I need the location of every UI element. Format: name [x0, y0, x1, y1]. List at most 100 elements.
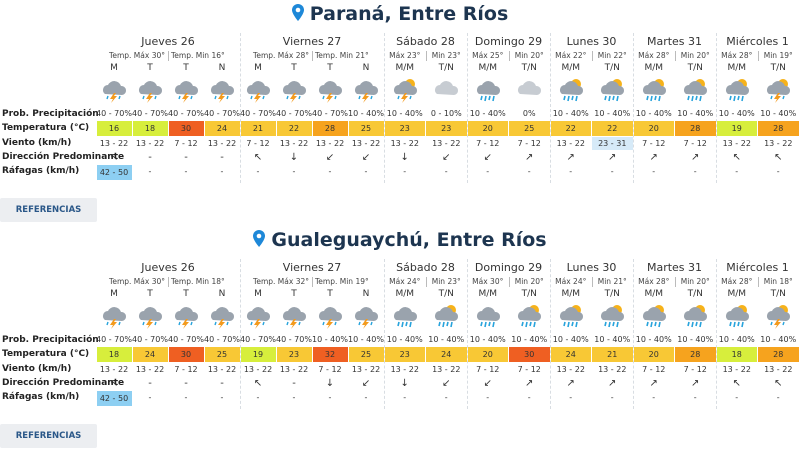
precipitation: 10 - 40% [677, 335, 714, 344]
wind: 13 - 22 [556, 139, 585, 148]
wind: 13 - 22 [722, 139, 751, 148]
temp-max: Máx 28° [721, 51, 753, 60]
period: M/M [478, 63, 498, 73]
wind: 7 - 12 [683, 139, 707, 148]
gusts: - [292, 167, 296, 176]
precipitation: 40 - 70% [204, 335, 240, 344]
temp-max: Máx 28° [638, 277, 670, 286]
sub-separator [425, 51, 427, 61]
weather-icon [103, 307, 127, 329]
wind-direction: ↗ [649, 378, 658, 389]
day-name: Miércoles 1 [726, 35, 789, 48]
location-title: Gualeguaychú, Entre Ríos [0, 229, 800, 251]
gusts: - [776, 393, 780, 402]
location-name: Gualeguaychú, Entre Ríos [271, 229, 547, 251]
icon-cell [384, 303, 426, 330]
precipitation: 10 - 40% [594, 335, 631, 344]
temperature: 32 [312, 347, 348, 362]
weather-icon [393, 79, 417, 103]
wind-direction: ↙ [361, 378, 371, 389]
icon-cell [276, 303, 312, 330]
icon-cell [716, 303, 758, 330]
sub-separator [674, 51, 676, 61]
row-label: Dirección Predominante [2, 378, 125, 388]
icon-cell [509, 77, 551, 104]
gusts: - [735, 167, 739, 176]
gusts: - [444, 167, 448, 176]
wind-direction: ↗ [608, 378, 617, 389]
day-name: Lunes 30 [566, 35, 617, 48]
wind-direction: ↗ [691, 152, 700, 163]
gusts: - [148, 167, 152, 176]
day-separator [467, 259, 468, 409]
weather-icon [283, 307, 307, 329]
sub-separator [591, 277, 593, 287]
references-button[interactable]: REFERENCIAS [0, 424, 97, 448]
icon-cell [758, 77, 800, 104]
wind: 13 - 22 [279, 139, 309, 148]
day-name: Martes 31 [646, 261, 703, 274]
gusts: - [328, 167, 332, 176]
period: T/N [770, 289, 786, 299]
temp-max: Máx 24° [389, 277, 421, 286]
gusts: - [184, 393, 188, 402]
weather-icon [767, 305, 791, 329]
period: M [254, 63, 262, 73]
wind-direction: - [220, 378, 224, 389]
wind-direction: ↙ [442, 378, 451, 389]
wind: 7 - 12 [476, 139, 500, 148]
sub-separator [757, 51, 759, 61]
period: T/N [438, 289, 454, 299]
sub-separator [312, 51, 313, 61]
period: T [183, 63, 189, 73]
wind-direction: ↓ [289, 152, 299, 163]
gusts: - [364, 393, 368, 402]
period: T/N [521, 63, 537, 73]
icon-cell [204, 77, 240, 104]
precipitation: 10 - 40% [386, 335, 423, 344]
precipitation: 40 - 70% [132, 335, 168, 344]
references-button[interactable]: REFERENCIAS [0, 198, 97, 222]
icon-cell [96, 77, 132, 104]
period: T [147, 289, 153, 299]
gusts: - [610, 393, 614, 402]
gusts: - [444, 393, 448, 402]
temperature: 24 [132, 347, 168, 362]
period: M/M [727, 63, 747, 73]
day-separator [716, 33, 717, 183]
gusts: - [652, 393, 656, 402]
sub-separator [591, 51, 593, 61]
period: M [254, 289, 262, 299]
precipitation: 10 - 40% [718, 335, 755, 344]
wind-direction: ↖ [732, 378, 741, 389]
sub-separator [508, 51, 510, 61]
icon-cell [312, 77, 348, 104]
wind: 13 - 22 [279, 365, 309, 374]
gusts: - [292, 393, 296, 402]
wind: 7 - 12 [517, 365, 541, 374]
temp-min: Min 20° [514, 51, 544, 60]
row-label: Ráfagas (km/h) [2, 392, 80, 402]
wind: 13 - 22 [556, 365, 585, 374]
weather-icon [211, 307, 235, 329]
period: N [362, 63, 370, 73]
temp-min: Min 19° [763, 51, 793, 60]
day-name: Viernes 27 [282, 35, 342, 48]
precipitation: 10 - 40% [635, 109, 672, 118]
weather-icon [725, 305, 749, 328]
gusts: 42 - 50 [96, 391, 132, 406]
gusts: - [403, 393, 407, 402]
location-name: Paraná, Entre Ríos [309, 3, 509, 25]
gusts: - [403, 167, 407, 176]
period: T/N [687, 63, 703, 73]
gusts: - [220, 167, 224, 176]
weather-icon [283, 81, 307, 103]
weather-icon [139, 81, 163, 103]
icon-cell [312, 303, 348, 330]
wind-direction: ↗ [566, 378, 575, 389]
icon-cell [132, 303, 168, 330]
temp-min: Min 21° [597, 277, 627, 286]
temperature: 30 [168, 347, 204, 362]
